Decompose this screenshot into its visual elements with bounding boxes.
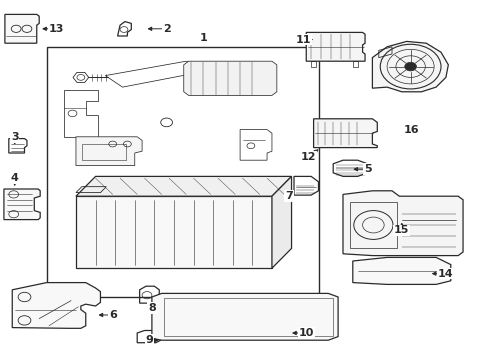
Polygon shape — [306, 32, 365, 61]
Text: 15: 15 — [394, 225, 410, 235]
Text: 10: 10 — [298, 328, 314, 338]
Polygon shape — [5, 14, 39, 43]
Polygon shape — [353, 257, 451, 284]
Polygon shape — [184, 61, 277, 95]
Polygon shape — [152, 293, 338, 340]
Text: 14: 14 — [438, 269, 454, 279]
Polygon shape — [372, 41, 448, 92]
Text: 8: 8 — [148, 303, 156, 313]
Bar — [47, 47, 319, 297]
Text: 3: 3 — [11, 132, 19, 142]
Polygon shape — [76, 176, 292, 196]
Polygon shape — [76, 196, 272, 268]
Polygon shape — [4, 189, 40, 220]
Text: 6: 6 — [109, 310, 117, 320]
Bar — [164, 298, 333, 336]
Text: 12: 12 — [301, 152, 317, 162]
Circle shape — [405, 62, 416, 71]
Polygon shape — [272, 176, 292, 268]
Text: 1: 1 — [199, 33, 207, 43]
Polygon shape — [343, 191, 463, 256]
Bar — [82, 144, 126, 160]
Text: 9: 9 — [146, 335, 153, 345]
Polygon shape — [314, 119, 377, 148]
Text: 11: 11 — [296, 35, 312, 45]
Bar — [350, 202, 397, 248]
Text: 16: 16 — [404, 125, 419, 135]
Text: 4: 4 — [11, 173, 19, 183]
Text: 7: 7 — [285, 191, 293, 201]
Text: 13: 13 — [49, 24, 64, 34]
Polygon shape — [76, 137, 142, 166]
Polygon shape — [12, 283, 100, 328]
Text: 5: 5 — [364, 164, 371, 174]
Text: 2: 2 — [163, 24, 171, 34]
